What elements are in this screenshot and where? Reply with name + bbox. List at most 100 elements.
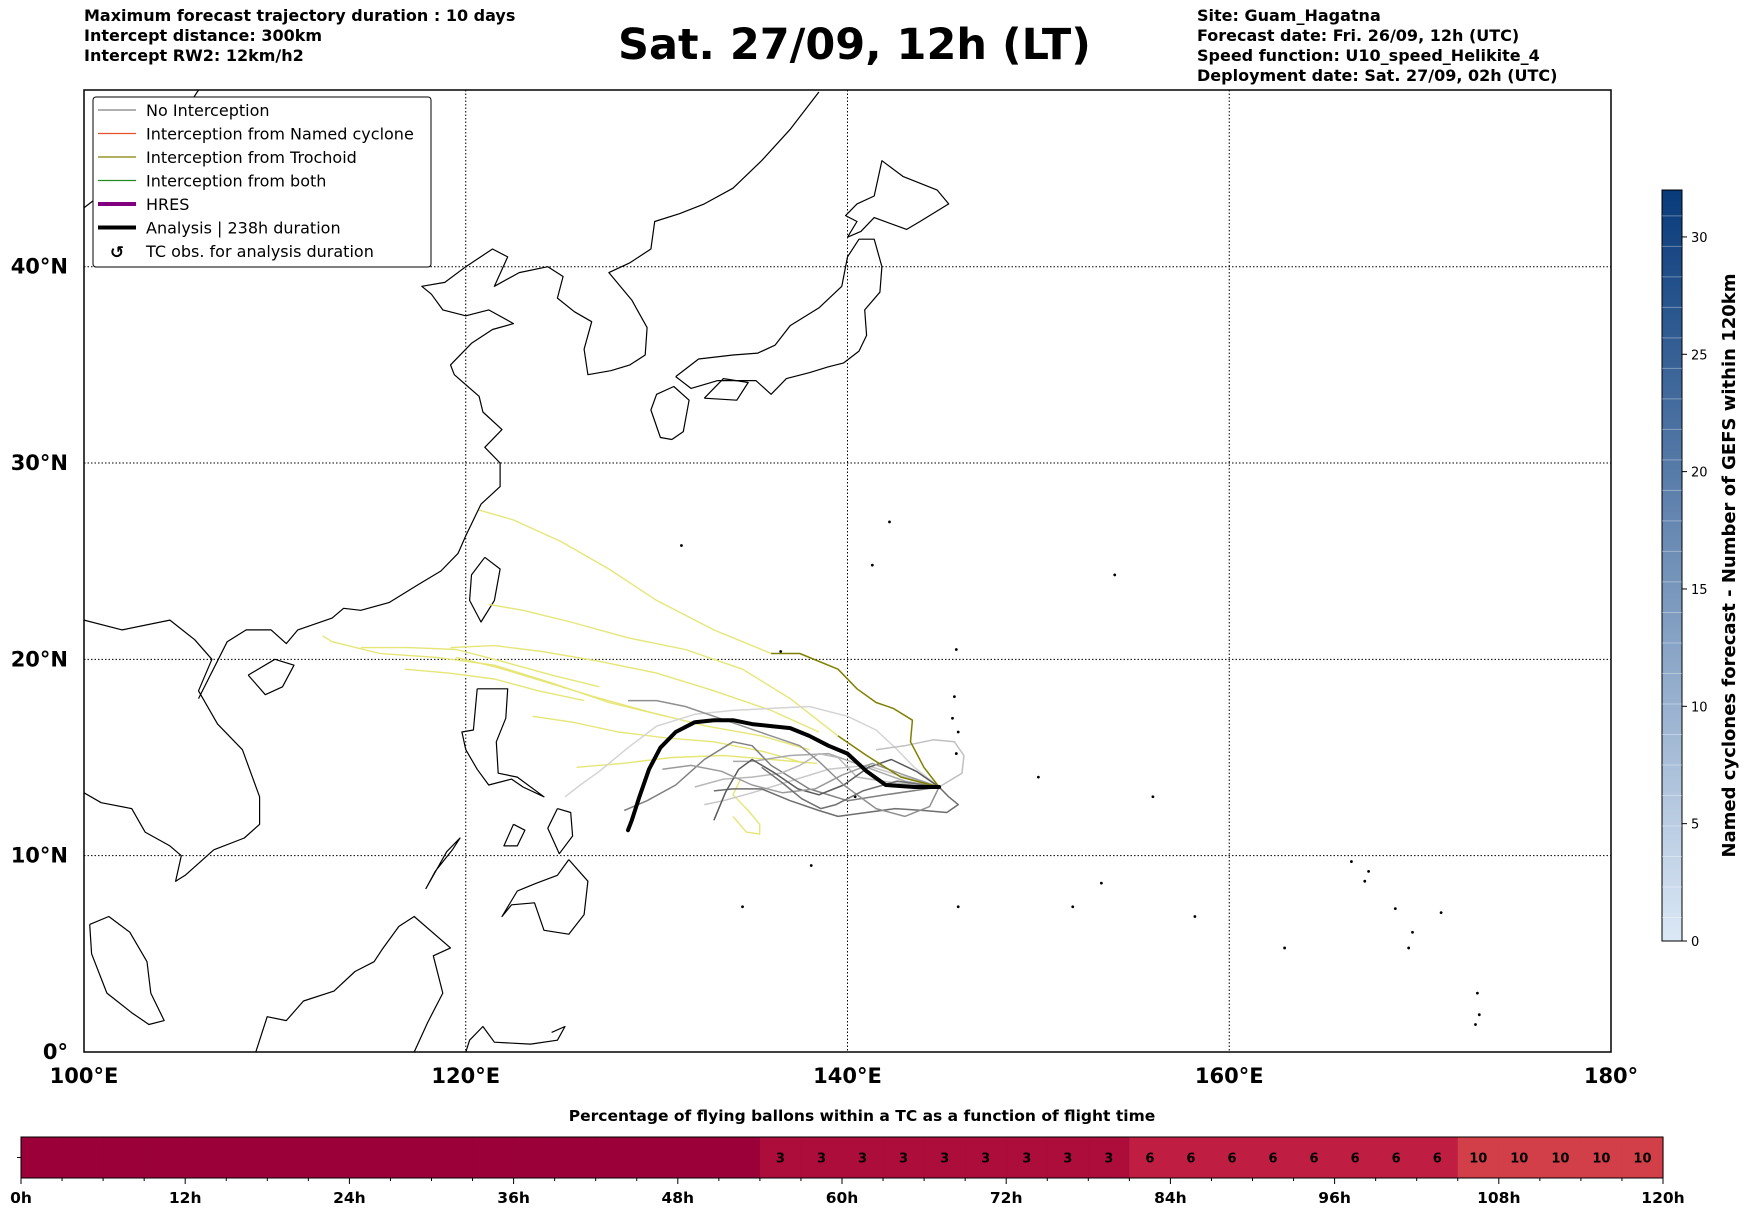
header-right-line-4: Deployment date: Sat. 27/09, 02h (UTC) [1197, 66, 1558, 85]
y-tick-label-2: 20°N [11, 647, 68, 671]
colorbar-tick-label-1: 5 [1691, 818, 1699, 833]
strip-x-tick-label-6: 72h [990, 1189, 1023, 1207]
island-dot-19 [1411, 930, 1414, 934]
island-dot-12 [1193, 915, 1197, 918]
legend-marker-tc-obs: ↺ [110, 243, 124, 263]
island-dot-14 [1367, 869, 1370, 873]
strip-cell-label-25: 3 [1063, 1152, 1072, 1167]
header-left-line-2: Intercept distance: 300km [84, 26, 323, 45]
no-interception-track-4 [713, 786, 959, 818]
strip-cell-37 [1539, 1137, 1582, 1178]
legend-label-6: TC obs. for analysis duration [145, 242, 374, 261]
strip-cell-28 [1170, 1137, 1213, 1178]
strip-cell-10 [431, 1137, 474, 1178]
strip-cells: 3 3 3 3 3 3 3 3 3 6 6 6 6 6 6 6 6 10 10 10 10 10 [21, 1137, 1664, 1178]
strip-cell-31 [1293, 1137, 1336, 1178]
legend-label-3: Interception from both [146, 172, 326, 191]
strip-cell-27 [1129, 1137, 1171, 1178]
strip-cell-label-30: 6 [1269, 1152, 1278, 1167]
strip-cell-label-32: 6 [1351, 1152, 1360, 1167]
chart-title: Sat. 27/09, 12h (LT) [618, 20, 1091, 70]
colorbar-tick-label-5: 25 [1691, 348, 1708, 363]
legend-label-5: Analysis | 238h duration [146, 219, 341, 238]
strip-cell-label-24: 3 [1022, 1152, 1031, 1167]
strip-cell-26 [1088, 1137, 1130, 1178]
strip-cell-label-19: 3 [817, 1152, 826, 1167]
header-left-line-1: Maximum forecast trajectory duration : 1… [84, 6, 516, 25]
strip-cell-label-23: 3 [981, 1152, 990, 1167]
strip-cell-4 [185, 1137, 227, 1178]
strip-cell-label-28: 6 [1186, 1152, 1195, 1167]
island-dot-23 [1151, 795, 1155, 799]
island-dot-3 [952, 695, 956, 699]
strip-cell-label-21: 3 [899, 1152, 908, 1167]
trochoid-track-0 [771, 652, 940, 788]
strip-cell-label-38: 10 [1592, 1152, 1610, 1167]
no-interception-track-2 [623, 741, 940, 812]
strip-x-tick-label-7: 84h [1154, 1189, 1187, 1207]
island-dot-15 [1439, 911, 1443, 915]
island-dot-27 [956, 905, 960, 909]
colorbar [1661, 189, 1683, 942]
colorbar-tick-label-3: 15 [1691, 583, 1708, 598]
strip-cell-33 [1375, 1137, 1418, 1178]
strip-cell-38 [1580, 1137, 1623, 1178]
trochoid-light-track-5 [576, 754, 818, 768]
strip-cell-0 [21, 1137, 63, 1178]
island-dot-26 [1407, 946, 1411, 950]
strip-cell-label-34: 6 [1433, 1152, 1442, 1167]
legend-label-0: No Interception [146, 101, 270, 120]
strip-cell-8 [349, 1137, 392, 1178]
trochoid-light-track-6 [732, 778, 761, 835]
strip-cell-25 [1047, 1137, 1089, 1178]
x-tick-label-0: 100°E [50, 1064, 119, 1088]
strip-cell-24 [1006, 1137, 1048, 1178]
coastline-15 [255, 915, 452, 1052]
trochoid-light-track-1 [450, 644, 820, 733]
coastline-14 [503, 823, 526, 847]
island-dot-9 [809, 864, 813, 867]
strip-cell-23 [965, 1137, 1007, 1178]
strip-cell-20 [842, 1137, 884, 1178]
strip-cell-17 [718, 1137, 761, 1178]
strip-cell-label-35: 10 [1469, 1152, 1487, 1167]
coastline-11 [547, 808, 574, 855]
strip-cell-36 [1498, 1137, 1541, 1178]
strip-title: Percentage of flying ballons within a TC… [569, 1107, 1156, 1125]
island-dot-0 [954, 752, 958, 755]
trochoid-light-track-0 [478, 509, 772, 655]
strip-cell-34 [1416, 1137, 1459, 1178]
strip-cell-label-20: 3 [858, 1152, 867, 1167]
strip-cell-13 [554, 1137, 597, 1178]
island-dot-4 [954, 648, 958, 651]
colorbar-tick-label-6: 30 [1691, 231, 1708, 246]
strip-cell-18 [759, 1137, 802, 1178]
island-dot-1 [956, 730, 960, 734]
strip-cell-label-39: 10 [1633, 1152, 1651, 1167]
no-interception-track-10 [761, 766, 940, 810]
coastline-12 [501, 859, 589, 935]
island-dot-8 [1113, 573, 1117, 577]
strip-cell-label-33: 6 [1392, 1152, 1401, 1167]
strip-cell-3 [144, 1137, 186, 1178]
island-dot-28 [853, 795, 857, 799]
trochoid-light-track-9 [404, 668, 585, 702]
coastline-6 [650, 385, 690, 441]
strip-x-tick-label-1: 12h [169, 1189, 202, 1207]
strip-cell-32 [1334, 1137, 1377, 1178]
island-dot-7 [888, 520, 891, 524]
trochoid-light-track-7 [322, 635, 667, 717]
x-tick-label-4: 180° [1584, 1064, 1638, 1088]
coastline-3 [197, 91, 820, 699]
island-dot-25 [1099, 881, 1103, 885]
header-left-line-3: Intercept RW2: 12km/h2 [84, 46, 304, 65]
strip-x-tick-label-10: 120h [1641, 1189, 1684, 1207]
x-tick-label-3: 160°E [1195, 1064, 1264, 1088]
strip-x-tick-label-5: 60h [826, 1189, 859, 1207]
colorbar-tick-label-2: 10 [1691, 700, 1708, 715]
coastline-4 [469, 556, 501, 623]
y-tick-label-1: 10°N [11, 844, 68, 868]
strip-cell-15 [636, 1137, 679, 1178]
strip-x-tick-label-4: 48h [661, 1189, 694, 1207]
